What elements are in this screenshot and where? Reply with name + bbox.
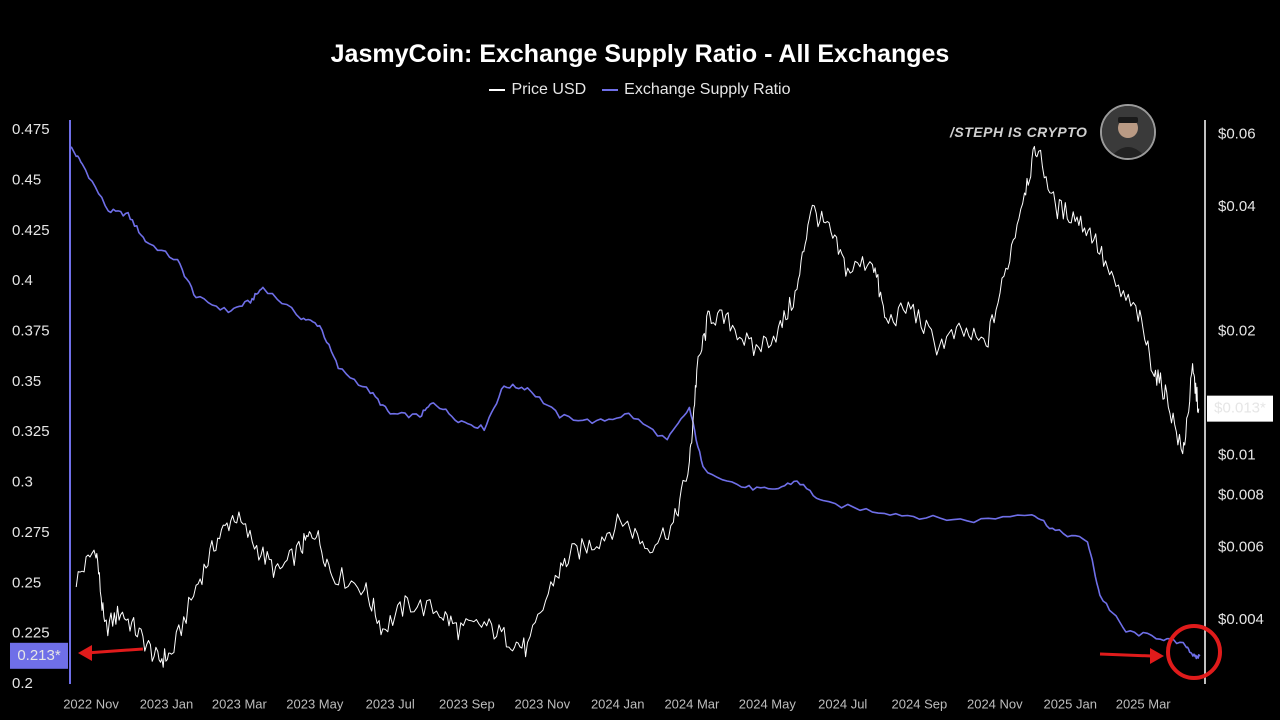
annotation-arrow-right-head (1150, 648, 1164, 664)
left-tick-label: 0.325 (12, 423, 50, 440)
x-tick-label: 2022 Nov (63, 696, 119, 711)
x-tick-label: 2024 Jan (591, 696, 645, 711)
author-avatar (1100, 104, 1156, 160)
right-tick-label: $0.006 (1218, 538, 1264, 555)
right-last-value-badge (1207, 395, 1273, 422)
legend-item-price[interactable]: Price USD (489, 81, 586, 99)
left-tick-label: 0.275 (12, 524, 50, 541)
left-tick-label: 0.45 (12, 171, 41, 188)
series-exchange-supply-ratio-line (69, 146, 1201, 660)
left-tick-label: 0.425 (12, 222, 50, 239)
left-tick-label: 0.375 (12, 322, 50, 339)
right-tick-label: $0.04 (1218, 198, 1256, 215)
x-tick-label: 2024 May (739, 696, 797, 711)
annotation-arrow-left-shaft (85, 647, 144, 655)
x-tick-label: 2023 Mar (212, 696, 268, 711)
legend-label-price: Price USD (511, 81, 587, 98)
left-tick-label: 0.225 (12, 625, 50, 642)
watermark-text: /STEPH IS CRYPTO (950, 124, 1088, 140)
right-tick-label: $0.004 (1218, 611, 1264, 628)
left-tick-label: 0.475 (12, 121, 50, 138)
annotation-arrow-right-shaft (1099, 652, 1153, 658)
avatar-portrait-icon (1102, 106, 1154, 158)
annotation-arrow-left-head (78, 645, 92, 661)
left-tick-label: 0.4 (12, 272, 33, 289)
left-tick-label: 0.2 (12, 675, 33, 692)
x-tick-label: 2023 Jul (366, 696, 415, 711)
x-tick-label: 2024 Jul (818, 696, 867, 711)
legend-label-supply: Exchange Supply Ratio (624, 81, 791, 98)
x-tick-label: 2023 Nov (514, 696, 570, 711)
legend-item-supply[interactable]: Exchange Supply Ratio (602, 81, 791, 99)
right-tick-label: $0.01 (1218, 447, 1256, 464)
x-tick-label: 2024 Mar (664, 696, 720, 711)
left-tick-label: 0.35 (12, 373, 41, 390)
left-last-value-badge (10, 642, 68, 669)
left-tick-label: 0.25 (12, 574, 41, 591)
annotation-circle (1166, 624, 1222, 680)
right-tick-label: $0.02 (1218, 322, 1256, 339)
x-tick-label: 2025 Mar (1116, 696, 1172, 711)
x-tick-label: 2023 Sep (439, 696, 495, 711)
legend-swatch-supply (602, 89, 619, 91)
x-tick-label: 2024 Nov (967, 696, 1023, 711)
x-tick-label: 2024 Sep (892, 696, 948, 711)
left-tick-label: 0.3 (12, 474, 33, 491)
x-tick-label: 2023 May (286, 696, 344, 711)
chart-title: JasmyCoin: Exchange Supply Ratio - All E… (330, 40, 950, 68)
right-last-value-label: $0.013* (1214, 400, 1266, 417)
right-tick-label: $0.008 (1218, 487, 1264, 504)
legend: Price USD Exchange Supply Ratio (0, 81, 1280, 99)
right-tick-label: $0.06 (1218, 125, 1256, 142)
x-tick-label: 2023 Jan (140, 696, 194, 711)
left-last-value-label: 0.213* (17, 647, 61, 664)
legend-swatch-price (489, 89, 506, 91)
series-price-usd-line (75, 145, 1200, 668)
x-tick-label: 2025 Jan (1043, 696, 1097, 711)
